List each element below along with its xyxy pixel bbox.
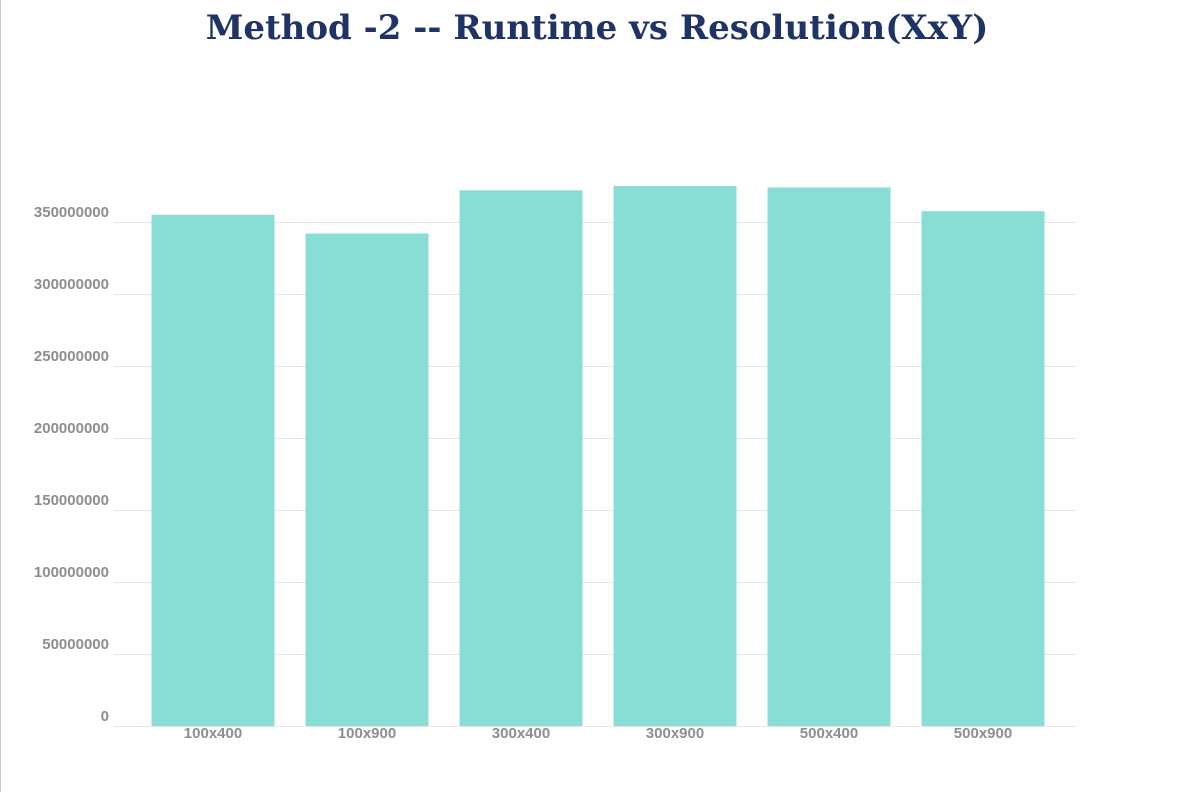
x-tick-label: 500x900 (954, 725, 1012, 742)
y-tick-label: 200000000 (34, 420, 109, 437)
x-tick-label: 300x900 (646, 725, 704, 742)
x-tick-label: 100x400 (184, 725, 242, 742)
bar-500x400 (767, 187, 891, 726)
y-tick-label: 150000000 (34, 492, 109, 509)
bar-layer (151, 186, 1045, 727)
bar-100x900 (305, 233, 429, 726)
x-tick-label: 100x900 (338, 725, 396, 742)
x-tick-label: 300x400 (492, 725, 550, 742)
y-tick-label: 100000000 (34, 564, 109, 581)
chart-title: Method -2 -- Runtime vs Resolution(XxY) (205, 8, 989, 48)
y-tick-label: 250000000 (34, 348, 109, 365)
y-tick-label: 0 (101, 708, 109, 725)
y-axis-tick-labels: 0 50000000 100000000 150000000 200000000 2500… (34, 204, 109, 725)
bar-500x900 (921, 211, 1045, 726)
bar-100x400 (151, 214, 275, 727)
y-tick-label: 350000000 (34, 204, 109, 221)
x-tick-label: 500x400 (800, 725, 858, 742)
bar-300x400 (459, 190, 583, 726)
bar-300x900 (613, 186, 737, 726)
x-axis-tick-labels: 100x400 100x900 300x400 300x900 500x400 500x9… (184, 725, 1012, 742)
y-tick-label: 300000000 (34, 276, 109, 293)
y-tick-label: 50000000 (42, 636, 109, 653)
